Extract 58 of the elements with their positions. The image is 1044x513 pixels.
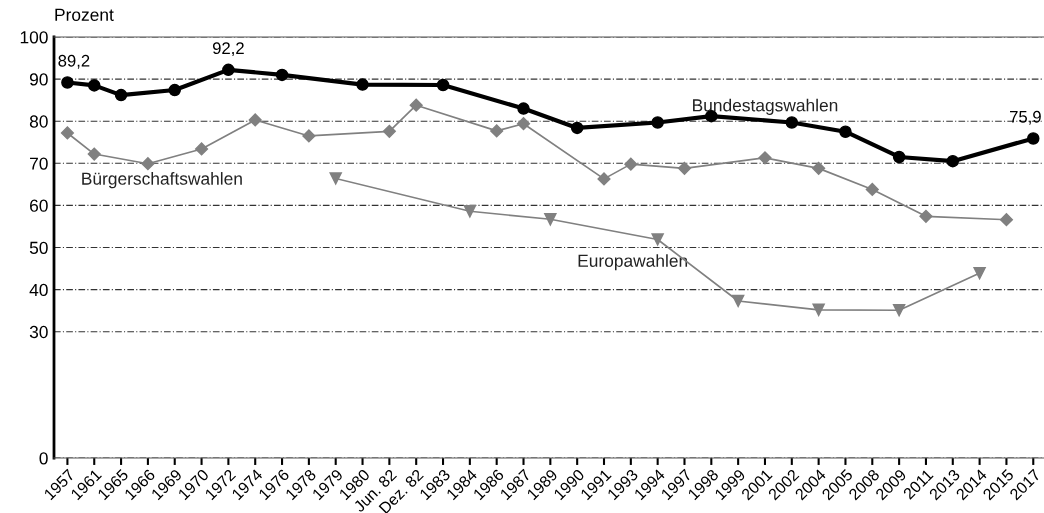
point: [973, 266, 986, 280]
y-tick-label: 0: [39, 452, 48, 465]
point: [222, 63, 235, 77]
point: [651, 233, 664, 246]
point: [61, 76, 74, 89]
point: [892, 303, 906, 317]
point: [114, 88, 128, 102]
point: [168, 83, 181, 97]
data-label: 75,9: [1010, 110, 1041, 125]
point: [516, 117, 531, 131]
point: [329, 172, 342, 185]
point: [60, 126, 75, 140]
point: [409, 98, 423, 112]
point: [248, 113, 262, 127]
point: [544, 213, 557, 226]
point: [892, 150, 906, 164]
point: [275, 68, 289, 82]
point: [839, 125, 852, 138]
point: [87, 147, 101, 161]
point: [356, 78, 369, 91]
point: [87, 79, 101, 92]
y-tick-label: 70: [30, 157, 48, 170]
y-tick-label: 50: [29, 241, 48, 254]
series-label: Bundestagswahlen: [693, 98, 838, 115]
point: [463, 205, 477, 218]
point: [597, 172, 611, 186]
point: [194, 142, 209, 156]
point: [436, 78, 450, 92]
point: [865, 182, 879, 196]
point: [812, 303, 825, 317]
point: [677, 161, 692, 175]
point: [731, 294, 745, 308]
point: [999, 213, 1014, 227]
y-tick-label: 90: [29, 73, 48, 86]
y-tick-label: 60: [30, 199, 48, 212]
point: [302, 129, 316, 143]
point: [651, 116, 664, 129]
y-tick-label: 40: [29, 283, 48, 297]
y-tick-label: 30: [29, 325, 48, 339]
point: [785, 116, 799, 129]
point: [919, 209, 933, 223]
series-label: Europawahlen: [578, 254, 688, 271]
point: [812, 161, 826, 175]
series-label: Bürgerschaftswahlen: [82, 172, 242, 189]
point: [758, 151, 772, 165]
point: [517, 102, 530, 115]
point: [1027, 132, 1040, 145]
data-label: 92,2: [212, 42, 244, 57]
point: [490, 124, 504, 138]
data-label: 89,2: [58, 54, 90, 69]
point: [382, 124, 396, 138]
point: [570, 121, 584, 135]
point: [141, 157, 155, 171]
point: [624, 157, 638, 171]
y-tick-label: 100: [20, 31, 48, 44]
y-tick-label: 80: [29, 115, 48, 128]
point: [946, 154, 960, 168]
y-axis-title: Prozent: [55, 8, 114, 21]
